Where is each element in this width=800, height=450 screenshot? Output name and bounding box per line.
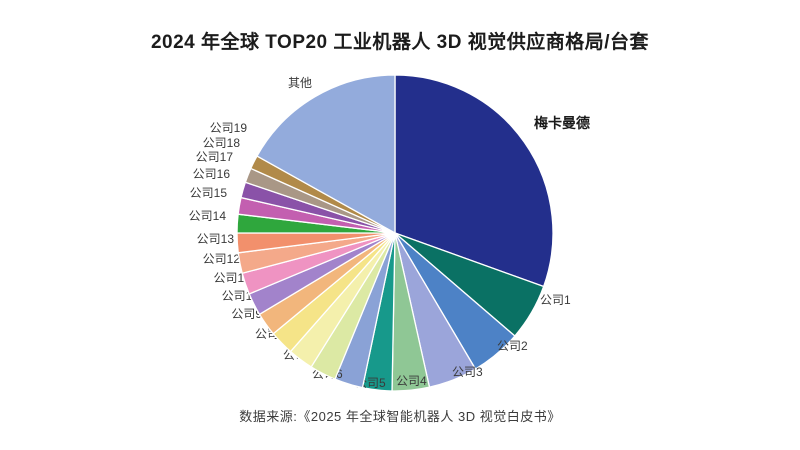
slice-label-公司16: 公司16 xyxy=(193,167,231,181)
slice-label-梅卡曼德: 梅卡曼德 xyxy=(534,115,590,131)
chart-title: 2024 年全球 TOP20 工业机器人 3D 视觉供应商格局/台套 xyxy=(150,32,650,53)
slice-label-公司18: 公司18 xyxy=(203,136,241,150)
slice-label-公司15: 公司15 xyxy=(190,186,228,200)
slice-label-公司17: 公司17 xyxy=(196,150,234,164)
slice-label-公司12: 公司12 xyxy=(203,252,241,266)
slice-label-公司14: 公司14 xyxy=(189,209,227,223)
pie-slice-梅卡曼德 xyxy=(394,74,554,288)
pie-slice-其他 xyxy=(256,74,396,234)
slice-label-其他: 其他 xyxy=(288,76,312,90)
slice-label-公司1: 公司1 xyxy=(540,293,571,307)
slice-label-公司4: 公司4 xyxy=(396,374,427,388)
slice-label-公司3: 公司3 xyxy=(452,365,483,379)
slice-label-公司19: 公司19 xyxy=(210,121,248,135)
slice-label-公司13: 公司13 xyxy=(197,232,235,246)
slice-label-公司9: 公司9 xyxy=(231,307,262,321)
slice-label-公司2: 公司2 xyxy=(497,339,528,353)
slice-label-公司11: 公司11 xyxy=(214,271,251,285)
source-note: 数据来源:《2025 年全球智能机器人 3D 视觉白皮书》 xyxy=(239,409,561,424)
